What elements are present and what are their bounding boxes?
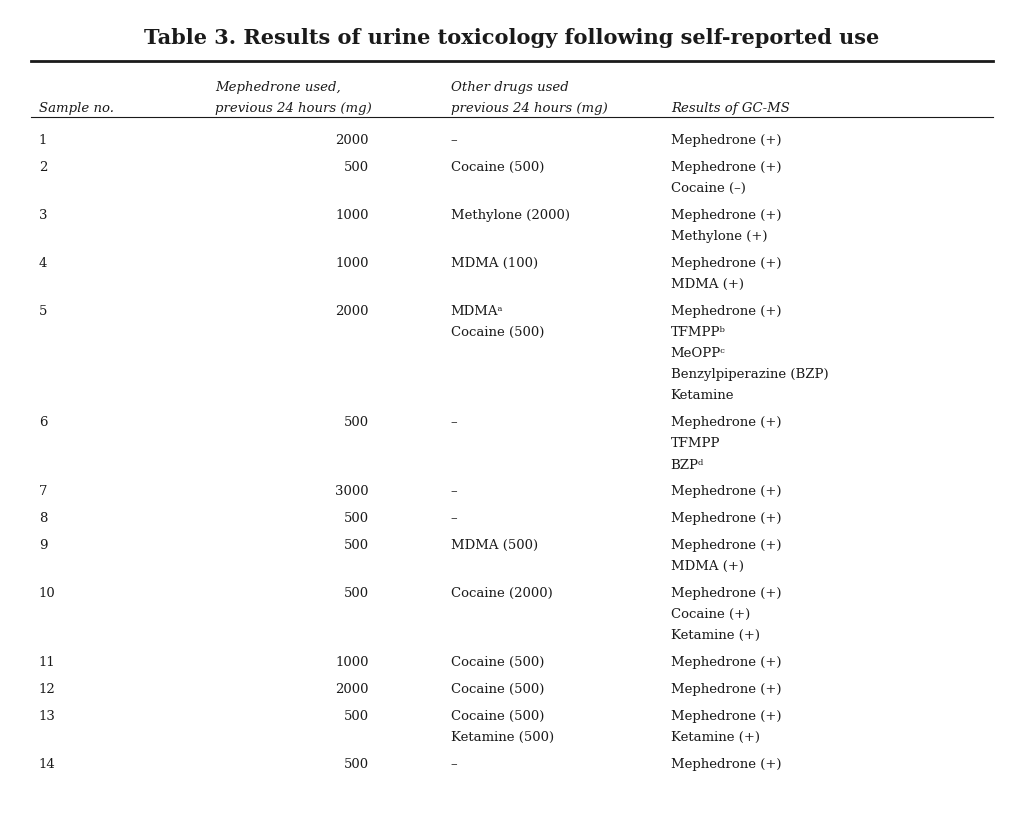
Text: 500: 500 bbox=[343, 512, 369, 525]
Text: 1: 1 bbox=[39, 134, 47, 147]
Text: Mephedrone (+): Mephedrone (+) bbox=[671, 758, 781, 771]
Text: –: – bbox=[451, 512, 457, 525]
Text: 9: 9 bbox=[39, 539, 47, 552]
Text: MDMA (+): MDMA (+) bbox=[671, 278, 743, 291]
Text: previous 24 hours (mg): previous 24 hours (mg) bbox=[451, 102, 607, 115]
Text: TFMPP: TFMPP bbox=[671, 437, 720, 450]
Text: 10: 10 bbox=[39, 587, 55, 600]
Text: –: – bbox=[451, 758, 457, 771]
Text: Table 3. Results of urine toxicology following self-reported use: Table 3. Results of urine toxicology fol… bbox=[144, 28, 880, 49]
Text: Mephedrone (+): Mephedrone (+) bbox=[671, 512, 781, 525]
Text: BZPᵈ: BZPᵈ bbox=[671, 459, 703, 472]
Text: Results of GC-MS: Results of GC-MS bbox=[671, 102, 790, 115]
Text: Cocaine (+): Cocaine (+) bbox=[671, 608, 750, 621]
Text: MDMA (500): MDMA (500) bbox=[451, 539, 538, 552]
Text: Cocaine (500): Cocaine (500) bbox=[451, 656, 544, 669]
Text: previous 24 hours (mg): previous 24 hours (mg) bbox=[215, 102, 372, 115]
Text: 1000: 1000 bbox=[335, 209, 369, 222]
Text: 13: 13 bbox=[39, 710, 55, 723]
Text: –: – bbox=[451, 416, 457, 429]
Text: Mephedrone (+): Mephedrone (+) bbox=[671, 710, 781, 723]
Text: 1000: 1000 bbox=[335, 656, 369, 669]
Text: TFMPPᵇ: TFMPPᵇ bbox=[671, 326, 726, 339]
Text: 500: 500 bbox=[343, 710, 369, 723]
Text: Mephedrone (+): Mephedrone (+) bbox=[671, 209, 781, 222]
Text: 1000: 1000 bbox=[335, 257, 369, 270]
Text: Cocaine (500): Cocaine (500) bbox=[451, 710, 544, 723]
Text: Mephedrone (+): Mephedrone (+) bbox=[671, 161, 781, 174]
Text: 6: 6 bbox=[39, 416, 47, 429]
Text: MDMAᵃ: MDMAᵃ bbox=[451, 305, 503, 318]
Text: 3000: 3000 bbox=[335, 485, 369, 498]
Text: 500: 500 bbox=[343, 587, 369, 600]
Text: 2000: 2000 bbox=[335, 683, 369, 696]
Text: Cocaine (500): Cocaine (500) bbox=[451, 326, 544, 339]
Text: Benzylpiperazine (BZP): Benzylpiperazine (BZP) bbox=[671, 368, 828, 381]
Text: Methylone (2000): Methylone (2000) bbox=[451, 209, 569, 222]
Text: –: – bbox=[451, 485, 457, 498]
Text: Methylone (+): Methylone (+) bbox=[671, 230, 767, 243]
Text: MDMA (+): MDMA (+) bbox=[671, 560, 743, 573]
Text: Cocaine (2000): Cocaine (2000) bbox=[451, 587, 552, 600]
Text: Other drugs used: Other drugs used bbox=[451, 81, 568, 94]
Text: 2000: 2000 bbox=[335, 305, 369, 318]
Text: Mephedrone (+): Mephedrone (+) bbox=[671, 257, 781, 270]
Text: Mephedrone (+): Mephedrone (+) bbox=[671, 683, 781, 696]
Text: 500: 500 bbox=[343, 416, 369, 429]
Text: 7: 7 bbox=[39, 485, 47, 498]
Text: 500: 500 bbox=[343, 758, 369, 771]
Text: 4: 4 bbox=[39, 257, 47, 270]
Text: Sample no.: Sample no. bbox=[39, 102, 114, 115]
Text: Mephedrone (+): Mephedrone (+) bbox=[671, 416, 781, 429]
Text: Mephedrone (+): Mephedrone (+) bbox=[671, 587, 781, 600]
Text: Mephedrone (+): Mephedrone (+) bbox=[671, 539, 781, 552]
Text: Mephedrone (+): Mephedrone (+) bbox=[671, 656, 781, 669]
Text: MeOPPᶜ: MeOPPᶜ bbox=[671, 347, 725, 360]
Text: Cocaine (500): Cocaine (500) bbox=[451, 683, 544, 696]
Text: MDMA (100): MDMA (100) bbox=[451, 257, 538, 270]
Text: 2: 2 bbox=[39, 161, 47, 174]
Text: Ketamine (500): Ketamine (500) bbox=[451, 731, 554, 744]
Text: Ketamine: Ketamine bbox=[671, 389, 734, 402]
Text: 3: 3 bbox=[39, 209, 47, 222]
Text: Mephedrone (+): Mephedrone (+) bbox=[671, 485, 781, 498]
Text: –: – bbox=[451, 134, 457, 147]
Text: 12: 12 bbox=[39, 683, 55, 696]
Text: Ketamine (+): Ketamine (+) bbox=[671, 629, 760, 642]
Text: 5: 5 bbox=[39, 305, 47, 318]
Text: Mephedrone used,: Mephedrone used, bbox=[215, 81, 341, 94]
Text: 8: 8 bbox=[39, 512, 47, 525]
Text: Mephedrone (+): Mephedrone (+) bbox=[671, 305, 781, 318]
Text: Mephedrone (+): Mephedrone (+) bbox=[671, 134, 781, 147]
Text: Ketamine (+): Ketamine (+) bbox=[671, 731, 760, 744]
Text: 500: 500 bbox=[343, 161, 369, 174]
Text: 11: 11 bbox=[39, 656, 55, 669]
Text: Cocaine (–): Cocaine (–) bbox=[671, 182, 745, 195]
Text: Cocaine (500): Cocaine (500) bbox=[451, 161, 544, 174]
Text: 500: 500 bbox=[343, 539, 369, 552]
Text: 2000: 2000 bbox=[335, 134, 369, 147]
Text: 14: 14 bbox=[39, 758, 55, 771]
